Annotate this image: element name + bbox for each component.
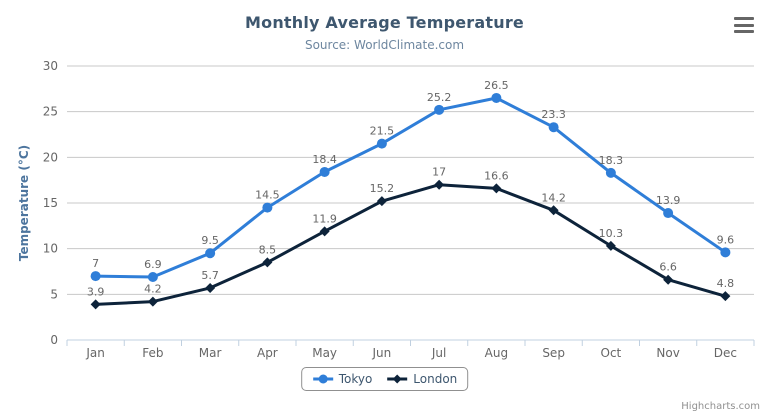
yaxis-title: Temperature (°C) [17,145,31,261]
london-point-aug[interactable] [491,183,502,194]
tokyo-point-aug[interactable] [491,92,502,103]
london-legend-marker-icon [387,374,408,384]
tokyo-point-apr[interactable] [262,202,273,213]
london-data-label-jun: 15.2 [370,182,395,195]
tokyo-point-oct[interactable] [605,167,616,178]
xaxis-label-feb: Feb [142,346,163,360]
london-point-dec[interactable] [720,291,731,302]
london-point-sep[interactable] [548,205,559,216]
legend-label-tokyo: Tokyo [338,372,373,386]
london-point-jun[interactable] [376,196,387,207]
yaxis-label-25: 25 [43,105,58,119]
xaxis-label-oct: Oct [601,346,622,360]
export-menu-button[interactable] [734,17,756,33]
yaxis-label-10: 10 [43,242,58,256]
tokyo-point-jun[interactable] [376,138,387,149]
tokyo-legend-marker-icon [312,374,333,384]
tokyo-point-jan[interactable] [90,271,101,282]
tokyo-data-label-sep: 23.3 [541,108,566,121]
london-data-label-jul: 17 [432,166,446,179]
tokyo-data-label-jan: 7 [92,257,99,270]
tokyo-data-label-jul: 25.2 [427,91,452,104]
tokyo-data-label-oct: 18.3 [599,154,624,167]
yaxis-label-20: 20 [43,150,58,164]
tokyo-data-label-aug: 26.5 [484,79,509,92]
tokyo-point-may[interactable] [319,166,330,177]
london-data-label-feb: 4.2 [144,283,162,296]
xaxis-label-jul: Jul [431,346,446,360]
london-point-jan[interactable] [90,299,101,310]
xaxis-label-nov: Nov [656,346,679,360]
tokyo-line[interactable] [94,96,727,279]
legend-item-tokyo[interactable]: Tokyo [312,372,373,386]
london-data-label-dec: 4.8 [717,277,735,290]
london-point-nov[interactable] [663,274,674,285]
london-line[interactable] [94,183,727,306]
tokyo-data-label-feb: 6.9 [144,258,162,271]
xaxis-label-may: May [312,346,337,360]
xaxis-label-jan: Jan [85,346,105,360]
legend-item-london[interactable]: London [386,372,457,386]
tokyo-point-dec[interactable] [720,247,731,258]
yaxis-label-15: 15 [43,196,58,210]
london-point-jul[interactable] [434,179,445,190]
chart-title: Monthly Average Temperature [245,13,524,32]
tokyo-data-label-may: 18.4 [312,153,337,166]
tokyo-data-label-jun: 21.5 [370,125,395,138]
tokyo-point-nov[interactable] [663,208,674,219]
legend-label-london: London [413,372,458,386]
yaxis-label-30: 30 [43,59,58,73]
london-data-label-oct: 10.3 [599,227,624,240]
xaxis-label-sep: Sep [542,346,565,360]
london-data-label-jan: 3.9 [87,285,105,298]
yaxis-label-5: 5 [50,287,58,301]
london-point-mar[interactable] [205,282,216,293]
credits-link[interactable]: Highcharts.com [681,401,760,412]
tokyo-data-label-nov: 13.9 [656,194,681,207]
tokyo-point-sep[interactable] [548,122,559,133]
tokyo-point-jul[interactable] [434,104,445,115]
london-data-label-apr: 8.5 [259,243,277,256]
london-point-feb[interactable] [147,296,158,307]
xaxis-label-jun: Jun [372,346,392,360]
legend: Tokyo London [300,367,469,391]
tokyo-data-label-dec: 9.6 [717,233,735,246]
london-point-apr[interactable] [262,257,273,268]
xaxis-label-apr: Apr [257,346,278,360]
london-point-oct[interactable] [605,240,616,251]
tokyo-data-label-apr: 14.5 [255,189,280,202]
xaxis-label-dec: Dec [714,346,737,360]
hamburger-menu-icon [734,17,754,20]
london-data-label-may: 11.9 [312,212,337,225]
london-data-label-aug: 16.6 [484,169,509,182]
tokyo-point-feb[interactable] [147,271,158,282]
xaxis-label-aug: Aug [485,346,508,360]
yaxis-label-0: 0 [50,333,58,347]
tokyo-point-mar[interactable] [205,248,216,259]
london-data-label-mar: 5.7 [201,269,219,282]
london-data-label-nov: 6.6 [659,261,677,274]
london-data-label-sep: 14.2 [541,191,566,204]
london-point-may[interactable] [319,226,330,237]
xaxis-label-mar: Mar [199,346,222,360]
tokyo-data-label-mar: 9.5 [201,234,219,247]
chart-subtitle: Source: WorldClimate.com [304,38,465,52]
